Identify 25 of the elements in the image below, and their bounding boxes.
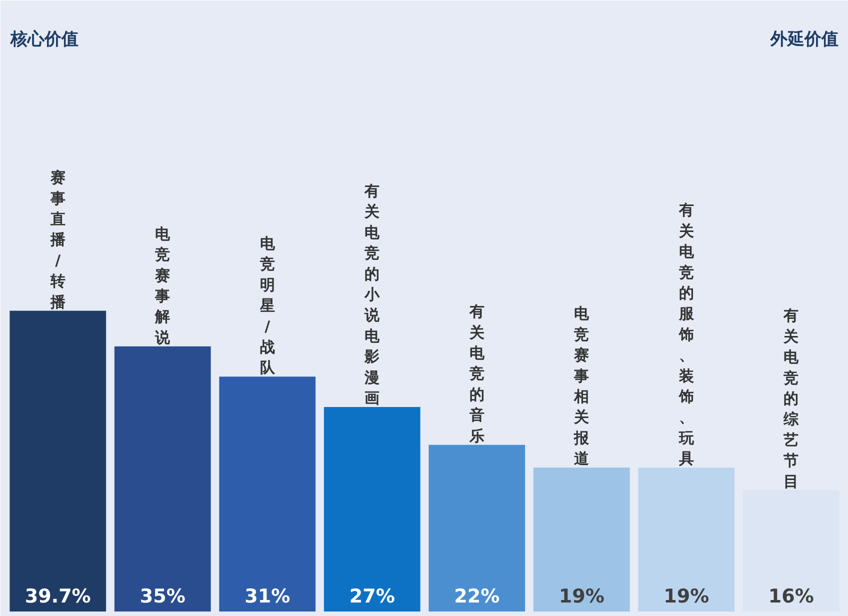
bar: [533, 468, 630, 612]
bar: [638, 468, 735, 612]
bar: [428, 444, 526, 612]
x-tick-label: 电竞赛事相关报道: [573, 304, 590, 468]
data-label: 31%: [244, 586, 290, 608]
x-tick-label: 赛事直播/转播: [49, 168, 66, 311]
x-tick-label: 电竞明星/战队: [258, 234, 276, 377]
data-label: 19%: [558, 586, 604, 608]
data-label: 22%: [454, 586, 500, 608]
data-label: 39.7%: [24, 586, 91, 608]
data-label: 27%: [349, 586, 395, 608]
bar: [114, 346, 211, 612]
data-label: 19%: [664, 586, 710, 608]
data-label: 16%: [768, 586, 814, 608]
category-label: 有关电竞的服饰、装饰、玩具: [678, 201, 694, 468]
bar: [219, 376, 316, 612]
x-tick-label: 电竞赛事解说: [154, 224, 172, 346]
x-tick-label: 有关电竞的音乐: [468, 302, 486, 445]
annotation: 核心价值: [10, 30, 79, 50]
bar: [324, 406, 420, 612]
data-label: 35%: [140, 586, 186, 608]
annotation: 外延价值: [769, 30, 838, 50]
bar: [10, 310, 106, 612]
category-label: 有关电竞的综艺节目: [784, 306, 799, 490]
category-label: 有关电竞的小说电影漫画: [364, 182, 380, 407]
